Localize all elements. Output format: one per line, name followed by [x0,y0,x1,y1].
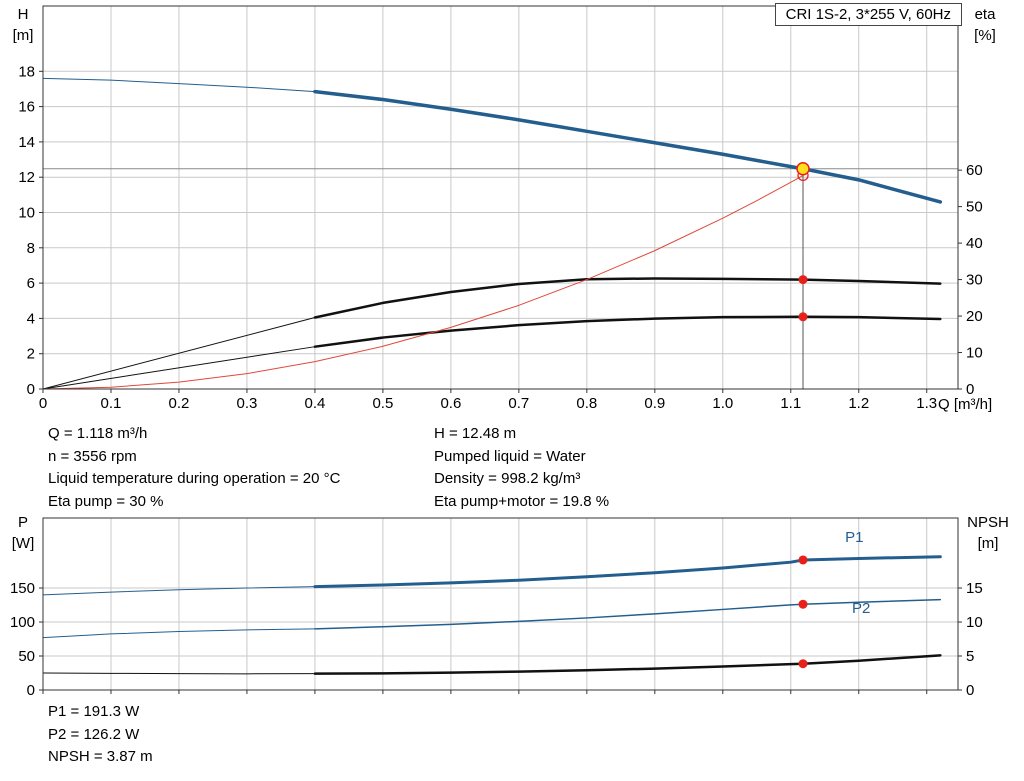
svg-text:20: 20 [966,308,983,325]
svg-text:16: 16 [18,99,35,116]
info-head: H = 12.48 m [434,425,517,442]
svg-text:14: 14 [18,134,35,151]
svg-text:150: 150 [10,580,35,597]
h-axis-label-line1: H [17,6,29,23]
svg-text:0: 0 [966,682,974,699]
p-axis-label-line1: P [17,514,28,531]
svg-text:0: 0 [966,381,974,398]
svg-text:0.7: 0.7 [508,395,529,412]
duty-info-left-column: Q = 1.118 m³/h n = 3556 rpm Liquid tempe… [48,423,340,513]
curve-system-curve [42,174,804,390]
info-pumped-liquid: Pumped liquid = Water [434,447,586,465]
operating-point-dot [798,275,808,285]
svg-text:10: 10 [966,614,983,631]
svg-text:60: 60 [966,162,983,179]
svg-text:1.1: 1.1 [780,395,801,412]
curve-p2-below-min-flow [42,628,316,639]
operating-point-dot [798,599,808,609]
npsh-axis-label-line1: NPSH [967,514,1009,531]
curve-head-curve [313,89,943,204]
svg-text:15: 15 [966,580,983,597]
svg-text:4: 4 [27,310,35,327]
curve-eta-pump-motor-below-min-flow [42,346,316,390]
svg-text:100: 100 [10,614,35,631]
svg-text:0: 0 [27,682,35,699]
h-axis-label-line2: [m] [12,27,34,44]
svg-text:2: 2 [27,346,35,363]
info-liquid-temperature: Liquid temperature during operation = 20… [48,470,341,487]
curve-eta-pump-below-min-flow [42,317,316,390]
info-flow: Q = 1.118 m³/h [48,425,148,442]
operating-point-dot [798,659,808,669]
info-speed: n = 3556 rpm [48,447,137,465]
info-density: Density = 998.2 kg/m³ [434,470,581,487]
svg-text:0.3: 0.3 [237,395,258,412]
q-axis-label: Q [m³/h] [938,396,993,413]
svg-text:0.5: 0.5 [372,395,393,412]
operating-point-dot [798,555,808,565]
svg-text:30: 30 [966,272,983,289]
svg-text:18: 18 [18,63,35,80]
npsh-axis-label: NPSH [m] [956,512,1020,554]
h-axis-label: H [m] [2,4,44,46]
pump-model-title: CRI 1S-2, 3*255 V, 60Hz [774,3,962,26]
curve-npsh [313,654,942,675]
curve-p1-below-min-flow [42,586,316,596]
info-p2: P2 = 126.2 W [48,725,140,743]
svg-text:50: 50 [18,648,35,665]
svg-text:10: 10 [18,205,35,222]
duty-point-marker [796,161,810,176]
duty-info-right-column: H = 12.48 m Pumped liquid = Water Densit… [434,423,609,513]
curve-npsh-below-min-flow [42,672,316,675]
npsh-axis-label-line2: [m] [977,535,999,552]
power-info-column: P1 = 191.3 W P2 = 126.2 W NPSH = 3.87 m [48,701,153,769]
svg-text:1.2: 1.2 [848,395,869,412]
svg-text:10: 10 [966,345,983,362]
p-axis-label-line2: [W] [11,535,35,552]
info-npsh: NPSH = 3.87 m [48,748,153,765]
svg-text:0.9: 0.9 [644,395,665,412]
svg-text:1.3: 1.3 [916,395,937,412]
svg-text:12: 12 [18,169,35,186]
eta-axis-label: eta [%] [962,4,1008,46]
svg-text:6: 6 [27,275,35,292]
hq-eta-chart: 0 0.1 0.2 0.3 0.4 0.5 0.6 0.7 0.8 0.9 1.0 1.1 1.2 1.3… [18,5,983,412]
svg-text:50: 50 [966,199,983,216]
curve-p2 [314,598,942,630]
svg-text:40: 40 [966,235,983,252]
p-axis-label: P [W] [2,512,44,554]
curve-label-P1: P1 [845,529,863,546]
svg-text:0.6: 0.6 [440,395,461,412]
svg-text:0: 0 [39,395,47,412]
curve-head-curve-below-min-flow [42,77,316,93]
curve-eta-pump-motor [313,315,942,348]
eta-axis-label-line1: eta [974,6,996,23]
svg-text:0.1: 0.1 [101,395,122,412]
info-eta-pump-motor: Eta pump+motor = 19.8 % [434,492,610,510]
svg-text:8: 8 [27,240,35,257]
svg-text:0.4: 0.4 [304,395,325,412]
curve-p1 [313,555,942,589]
curve-label-P2: P2 [852,600,870,617]
svg-text:0.8: 0.8 [576,395,597,412]
eta-axis-label-line2: [%] [974,27,996,44]
svg-text:5: 5 [966,648,974,665]
info-p1: P1 = 191.3 W [48,703,140,720]
svg-text:0: 0 [27,381,35,398]
svg-text:0.2: 0.2 [169,395,190,412]
svg-text:1.0: 1.0 [712,395,733,412]
info-eta-pump: Eta pump = 30 % [48,492,164,510]
power-npsh-chart: 0 50 100 150 0 5 10 15 P1 P2 [10,517,983,699]
curve-eta-pump [313,277,942,319]
operating-point-dot [798,312,808,322]
